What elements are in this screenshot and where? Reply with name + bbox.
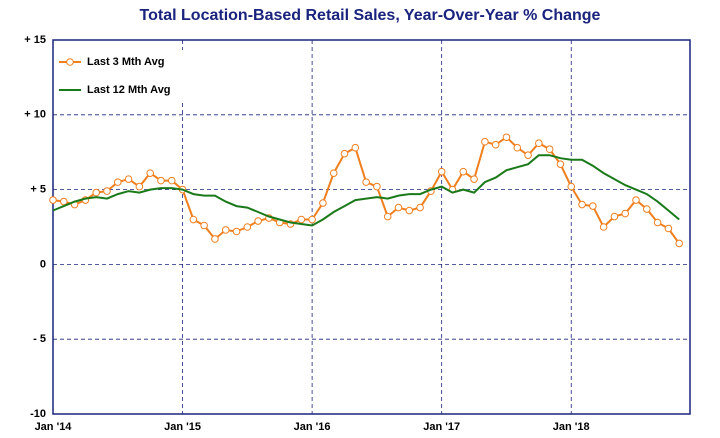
data-point xyxy=(416,203,424,212)
data-point xyxy=(113,178,122,186)
data-point xyxy=(383,212,392,221)
data-point xyxy=(545,145,554,154)
data-point xyxy=(567,182,576,191)
data-point xyxy=(189,215,198,224)
plot-area xyxy=(53,40,690,414)
data-point xyxy=(459,167,468,176)
data-point xyxy=(308,215,316,224)
data-point xyxy=(167,176,176,185)
data-point xyxy=(481,137,489,146)
data-point xyxy=(297,215,306,224)
data-point xyxy=(405,206,414,215)
data-point xyxy=(470,175,478,183)
data-point xyxy=(675,239,684,248)
data-point xyxy=(135,182,144,191)
data-point xyxy=(243,223,252,231)
legend-label: Last 3 Mth Avg xyxy=(87,56,164,68)
data-point xyxy=(362,178,370,186)
data-point xyxy=(610,212,619,221)
data-point xyxy=(556,160,565,168)
series-line xyxy=(52,154,680,227)
data-point xyxy=(103,187,111,195)
data-point xyxy=(664,224,673,233)
data-point xyxy=(329,169,338,177)
data-point xyxy=(221,226,230,234)
y-tick-label: - 5 xyxy=(33,333,46,345)
y-tick-label: 0 xyxy=(40,258,46,270)
data-point xyxy=(653,218,662,227)
data-point xyxy=(599,223,608,231)
data-point xyxy=(437,167,446,176)
x-tick-label: Jan '14 xyxy=(35,421,73,433)
data-point xyxy=(92,188,100,197)
chart-title: Total Location-Based Retail Sales, Year-… xyxy=(140,7,601,24)
data-point xyxy=(513,143,522,152)
y-tick-label: + 10 xyxy=(24,109,46,121)
data-point xyxy=(491,140,500,149)
data-point xyxy=(589,202,597,210)
y-tick-label: + 15 xyxy=(24,34,46,46)
data-point xyxy=(621,209,630,218)
data-point xyxy=(59,197,68,206)
x-tick-label: Jan '18 xyxy=(553,421,590,433)
data-point xyxy=(632,196,640,204)
data-point xyxy=(340,149,349,158)
x-tick-label: Jan '15 xyxy=(164,421,201,433)
legend-box xyxy=(57,50,192,102)
data-point xyxy=(535,139,543,148)
x-tick-label: Jan '17 xyxy=(423,421,460,433)
y-tick-label: + 5 xyxy=(30,184,46,196)
data-point xyxy=(643,205,651,213)
data-point xyxy=(124,175,133,183)
data-point xyxy=(578,200,586,209)
data-point xyxy=(351,143,360,152)
legend-label: Last 12 Mth Avg xyxy=(87,84,171,96)
data-point xyxy=(373,182,381,191)
data-point xyxy=(211,235,219,243)
data-point xyxy=(200,221,208,230)
data-point xyxy=(254,217,262,225)
data-point xyxy=(524,151,532,159)
x-tick-label: Jan '16 xyxy=(294,421,331,433)
data-point xyxy=(319,199,327,207)
data-point xyxy=(49,196,57,204)
plot-border xyxy=(52,39,691,415)
y-tick-label: -10 xyxy=(30,408,46,420)
data-point xyxy=(232,227,241,236)
legend-marker xyxy=(66,58,74,66)
data-point xyxy=(394,203,403,212)
data-point xyxy=(157,176,165,185)
data-point xyxy=(502,133,511,142)
data-point xyxy=(146,169,154,177)
